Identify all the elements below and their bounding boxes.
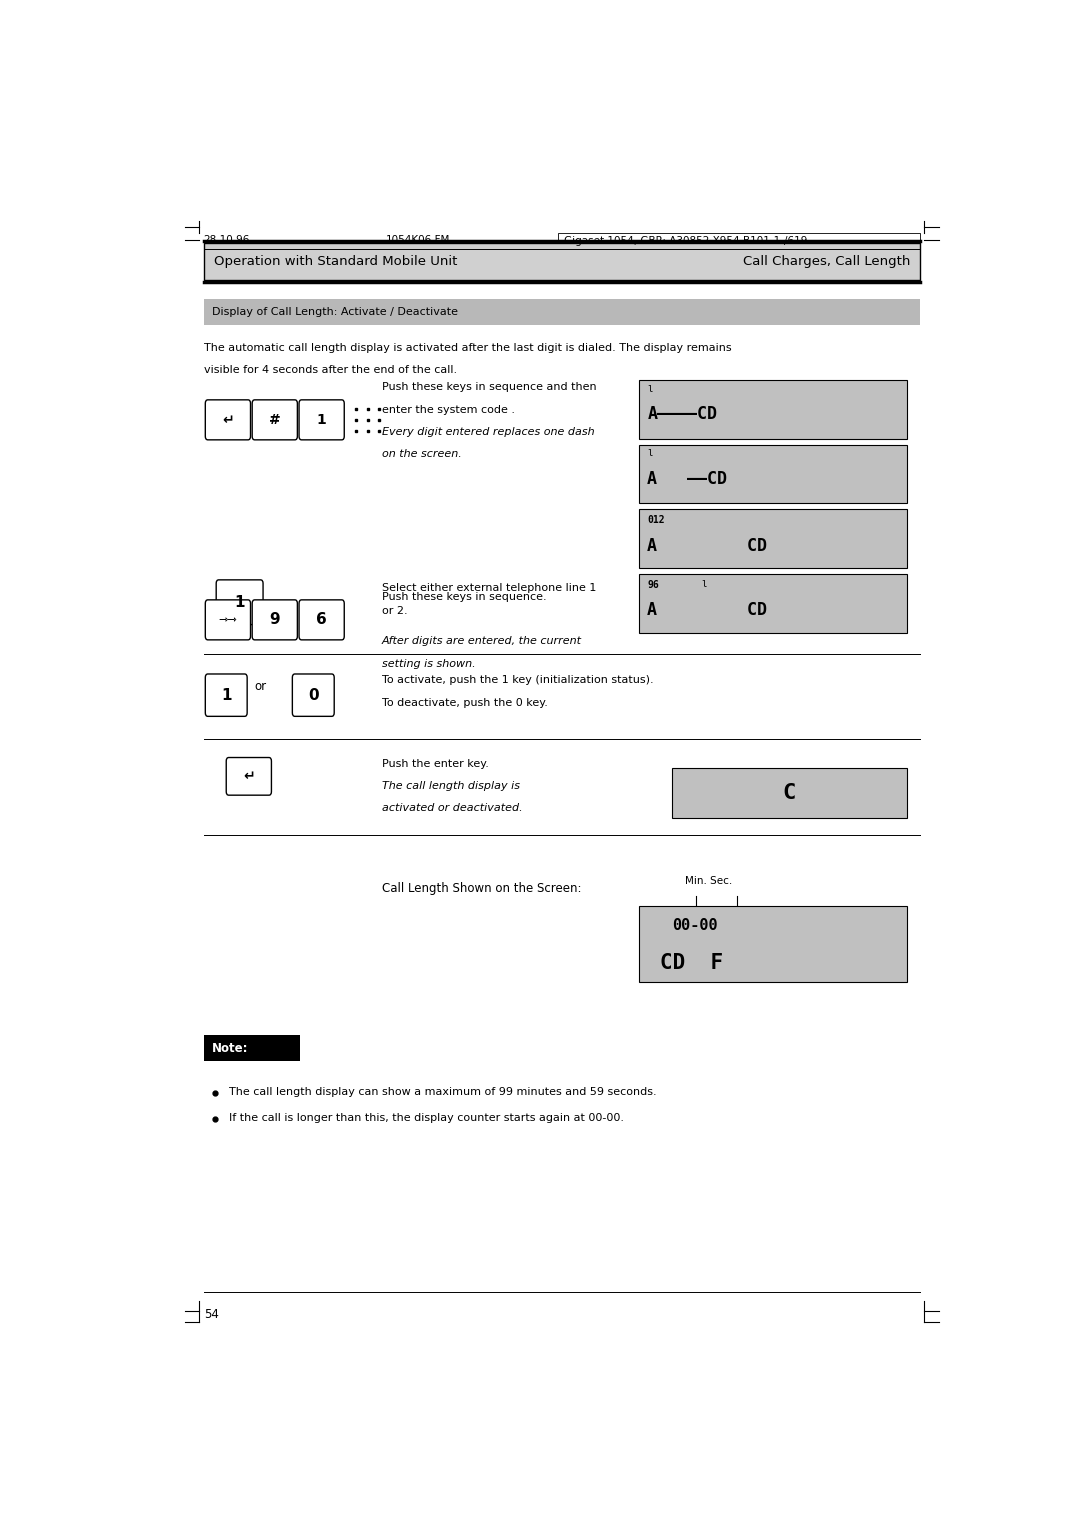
FancyBboxPatch shape [299,601,345,640]
Text: Call Charges, Call Length: Call Charges, Call Length [743,255,910,267]
FancyBboxPatch shape [299,400,345,440]
Text: Min. Sec.: Min. Sec. [685,877,732,886]
Text: setting is shown.: setting is shown. [382,659,475,669]
FancyBboxPatch shape [253,400,297,440]
Bar [557,232,920,257]
Text: or 2.: or 2. [382,605,407,616]
Text: 012: 012 [647,515,665,526]
Bar [673,769,907,817]
Bar [639,575,907,633]
Text: 00-00: 00-00 [673,917,718,932]
Text: Operation with Standard Mobile Unit: Operation with Standard Mobile Unit [214,255,457,267]
Text: or: or [255,680,267,694]
Text: Call Length Shown on the Screen:: Call Length Shown on the Screen: [382,882,581,895]
FancyBboxPatch shape [253,601,297,640]
Text: A         CD: A CD [647,602,767,619]
Text: The call length display can show a maximum of 99 minutes and 59 seconds.: The call length display can show a maxim… [229,1086,657,1097]
Text: Note:: Note: [212,1042,248,1054]
Bar [639,380,907,439]
Text: To activate, push the 1 key (initialization status).: To activate, push the 1 key (initializat… [382,675,653,685]
FancyBboxPatch shape [216,579,264,625]
Text: The automatic call length display is activated after the last digit is dialed. T: The automatic call length display is act… [204,344,731,353]
Text: l: l [647,385,652,394]
FancyBboxPatch shape [293,674,334,717]
Text: #: # [269,413,281,426]
Bar [639,509,907,568]
Text: Push these keys in sequence and then: Push these keys in sequence and then [382,382,596,393]
Text: Gigaset 1054, GBR: A30852-X954-B101-1-/619: Gigaset 1054, GBR: A30852-X954-B101-1-/6… [564,237,807,246]
Text: Every digit entered replaces one dash: Every digit entered replaces one dash [382,426,594,437]
Bar [639,906,907,983]
Bar [204,243,920,280]
Text: activated or deactivated.: activated or deactivated. [382,804,523,813]
Text: 9: 9 [270,613,280,628]
Text: A         CD: A CD [647,536,767,555]
Text: 1: 1 [221,688,231,703]
Text: 6: 6 [316,613,327,628]
Text: 1054K06.FM: 1054K06.FM [387,235,450,244]
Text: ↵: ↵ [222,413,233,426]
Text: Push the enter key.: Push the enter key. [382,759,489,769]
Bar [204,298,920,324]
Text: To deactivate, push the 0 key.: To deactivate, push the 0 key. [382,697,548,707]
Text: 28.10.96: 28.10.96 [204,235,249,244]
Bar [204,1034,300,1060]
Text: C: C [783,782,796,802]
Text: l: l [702,579,707,588]
Text: 0: 0 [308,688,319,703]
Text: ↵: ↵ [243,769,255,784]
Text: visible for 4 seconds after the end of the call.: visible for 4 seconds after the end of t… [204,365,457,374]
Text: Display of Call Length: Activate / Deactivate: Display of Call Length: Activate / Deact… [212,307,458,316]
FancyBboxPatch shape [205,400,251,440]
Text: 1: 1 [316,413,326,426]
FancyBboxPatch shape [205,601,251,640]
Text: ⇾⇾: ⇾⇾ [218,614,238,625]
Text: CD  F: CD F [660,953,723,973]
Text: Select either external telephone line 1: Select either external telephone line 1 [382,584,596,593]
Text: l: l [647,449,652,458]
Text: A   ——CD: A ——CD [647,469,727,487]
FancyBboxPatch shape [205,674,247,717]
Text: After digits are entered, the current: After digits are entered, the current [382,636,582,646]
Text: 96: 96 [647,579,659,590]
Text: The call length display is: The call length display is [382,781,519,792]
Text: enter the system code .: enter the system code . [382,405,515,414]
Text: on the screen.: on the screen. [382,449,461,460]
Text: If the call is longer than this, the display counter starts again at 00-00.: If the call is longer than this, the dis… [229,1112,624,1123]
Text: A————CD: A————CD [647,405,717,423]
Text: 54: 54 [204,1308,218,1322]
FancyBboxPatch shape [226,758,271,795]
Text: 1: 1 [234,594,245,610]
Bar [639,445,907,503]
Text: Push these keys in sequence.: Push these keys in sequence. [382,591,546,602]
